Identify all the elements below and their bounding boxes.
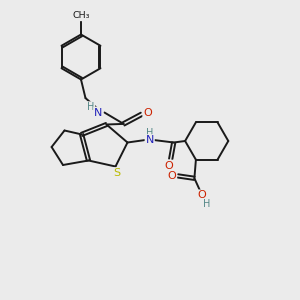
- Text: N: N: [94, 107, 103, 118]
- Text: N: N: [146, 135, 154, 145]
- Text: O: O: [143, 108, 152, 118]
- Text: H: H: [203, 200, 210, 209]
- Text: O: O: [167, 171, 176, 181]
- Text: H: H: [146, 128, 153, 138]
- Text: O: O: [197, 190, 206, 200]
- Text: CH₃: CH₃: [72, 11, 90, 20]
- Text: H: H: [87, 102, 94, 112]
- Text: O: O: [165, 160, 174, 171]
- Text: S: S: [113, 168, 121, 178]
